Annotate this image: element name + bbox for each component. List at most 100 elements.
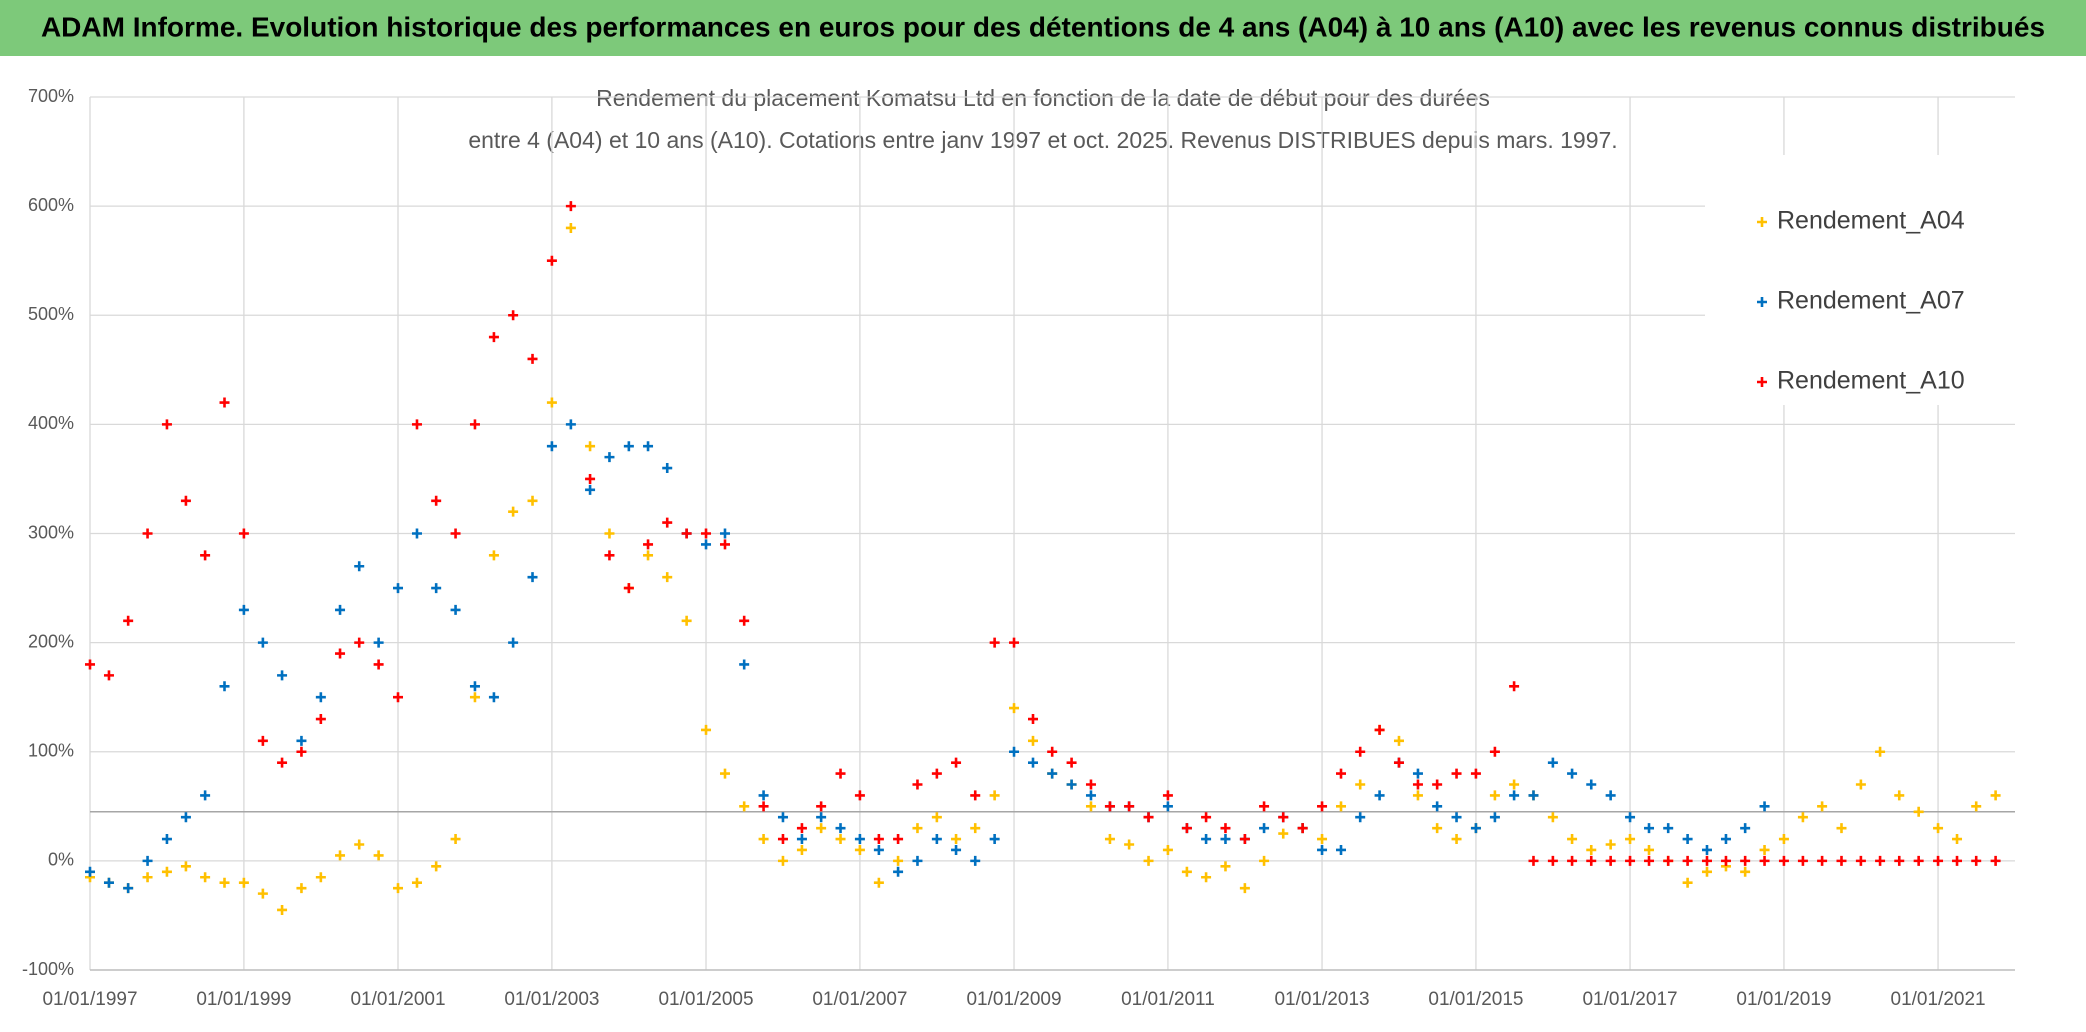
point: [739, 615, 750, 626]
point: [411, 528, 422, 539]
point: [373, 637, 384, 648]
header-bar: [0, 0, 2086, 56]
point: [1682, 834, 1693, 845]
y-tick-label: -100%: [22, 959, 74, 979]
point: [1567, 834, 1578, 845]
point: [411, 419, 422, 430]
point: [1509, 790, 1520, 801]
point: [354, 839, 365, 850]
point: [1085, 790, 1096, 801]
point: [431, 495, 442, 506]
x-tick-label: 01/01/1997: [42, 989, 137, 1010]
y-tick-label: 100%: [28, 741, 74, 761]
point: [1143, 812, 1154, 823]
point: [1162, 801, 1173, 812]
point: [546, 441, 557, 452]
point: [1259, 855, 1270, 866]
point: [1509, 681, 1520, 692]
point: [912, 855, 923, 866]
point: [1259, 801, 1270, 812]
point: [1875, 855, 1886, 866]
point: [1875, 746, 1886, 757]
point: [1701, 844, 1712, 855]
point: [1586, 844, 1597, 855]
x-tick-label: 01/01/2017: [1582, 989, 1677, 1010]
point: [1489, 746, 1500, 757]
y-tick-label: 200%: [28, 631, 74, 651]
point: [1259, 823, 1270, 834]
point: [1201, 834, 1212, 845]
point: [315, 872, 326, 883]
point: [662, 463, 673, 474]
point: [1317, 834, 1328, 845]
point: [527, 572, 538, 583]
x-tick-label: 01/01/2009: [966, 989, 1061, 1010]
point: [739, 659, 750, 670]
point: [123, 883, 134, 894]
point: [970, 790, 981, 801]
point: [508, 637, 519, 648]
point: [1104, 801, 1115, 812]
point: [989, 790, 1000, 801]
point: [103, 877, 114, 888]
point: [1894, 855, 1905, 866]
point: [315, 692, 326, 703]
point: [1701, 855, 1712, 866]
point: [469, 681, 480, 692]
point: [970, 855, 981, 866]
point: [296, 883, 307, 894]
point: [142, 872, 153, 883]
point: [1124, 839, 1135, 850]
point: [527, 495, 538, 506]
point: [565, 201, 576, 212]
point: [1644, 823, 1655, 834]
point: [161, 419, 172, 430]
point: [739, 801, 750, 812]
point: [393, 583, 404, 594]
point: [1644, 855, 1655, 866]
point: [373, 850, 384, 861]
point: [508, 506, 519, 517]
point: [1412, 779, 1423, 790]
point: [219, 877, 230, 888]
x-tick-label: 01/01/2007: [812, 989, 907, 1010]
point: [219, 397, 230, 408]
point: [1759, 801, 1770, 812]
point: [777, 834, 788, 845]
point: [1913, 855, 1924, 866]
point: [1759, 844, 1770, 855]
point: [1605, 790, 1616, 801]
point: [508, 310, 519, 321]
point: [643, 441, 654, 452]
point: [1933, 855, 1944, 866]
point: [257, 637, 268, 648]
point: [1201, 872, 1212, 883]
point: [1028, 757, 1038, 768]
point: [393, 883, 404, 894]
point: [1393, 735, 1404, 746]
point: [1393, 757, 1404, 768]
point: [1547, 757, 1558, 768]
point: [893, 855, 904, 866]
point: [912, 779, 923, 790]
x-tick-label: 01/01/1999: [196, 989, 291, 1010]
point: [796, 823, 807, 834]
point: [1412, 790, 1423, 801]
point: [1740, 855, 1751, 866]
point: [1104, 834, 1115, 845]
point: [1355, 812, 1366, 823]
point: [1740, 866, 1751, 877]
point: [1971, 801, 1982, 812]
point: [1547, 855, 1558, 866]
point: [142, 528, 153, 539]
point: [1278, 828, 1289, 839]
point: [1528, 790, 1539, 801]
point: [469, 419, 480, 430]
point: [1855, 855, 1866, 866]
point: [1201, 812, 1212, 823]
point: [1009, 637, 1020, 648]
point: [1028, 735, 1038, 746]
point: [796, 844, 807, 855]
point: [1855, 779, 1866, 790]
